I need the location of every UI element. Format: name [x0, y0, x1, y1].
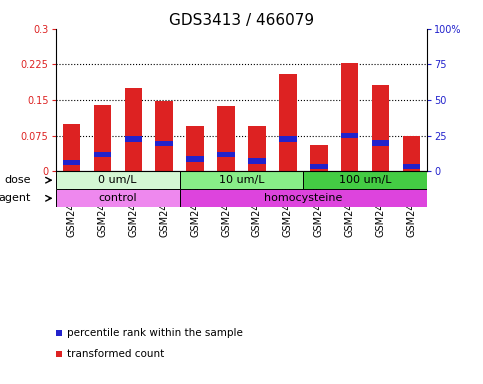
Bar — [56, 171, 180, 189]
Bar — [311, 145, 327, 171]
Text: 0 um/L: 0 um/L — [98, 175, 137, 185]
Bar — [248, 126, 266, 171]
Bar — [125, 88, 142, 171]
Bar — [341, 63, 358, 171]
Bar — [186, 126, 203, 171]
Bar — [280, 136, 297, 142]
Text: homocysteine: homocysteine — [264, 193, 342, 203]
Bar — [403, 164, 421, 169]
Bar — [403, 136, 421, 171]
Text: agent: agent — [0, 193, 31, 203]
Text: 10 um/L: 10 um/L — [219, 175, 264, 185]
Bar — [311, 164, 327, 169]
Bar — [156, 101, 172, 171]
Text: transformed count: transformed count — [67, 349, 164, 359]
Bar — [280, 74, 297, 171]
Bar — [186, 156, 203, 162]
Bar — [217, 152, 235, 157]
Bar — [156, 141, 172, 146]
Bar — [303, 171, 427, 189]
Bar — [62, 160, 80, 166]
Bar — [125, 136, 142, 142]
Bar — [180, 189, 427, 207]
Text: control: control — [98, 193, 137, 203]
Text: 100 um/L: 100 um/L — [339, 175, 392, 185]
Bar — [372, 140, 389, 146]
Bar — [372, 85, 389, 171]
Bar — [248, 158, 266, 164]
Bar — [94, 105, 111, 171]
Text: percentile rank within the sample: percentile rank within the sample — [67, 328, 242, 338]
Bar — [341, 133, 358, 138]
Text: dose: dose — [4, 175, 31, 185]
Title: GDS3413 / 466079: GDS3413 / 466079 — [169, 13, 314, 28]
Bar — [180, 171, 303, 189]
Bar — [217, 106, 235, 171]
Bar — [62, 124, 80, 171]
Bar — [94, 152, 111, 157]
Bar — [56, 189, 180, 207]
